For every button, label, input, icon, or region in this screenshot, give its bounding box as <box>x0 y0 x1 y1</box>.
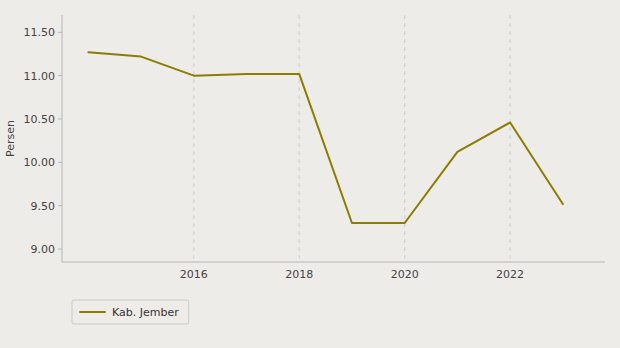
chart-container: 2016 2018 2020 2022 9.00 9.50 10.00 10.50 11.00 1… <box>0 0 620 348</box>
y-tick-label: 11.00 <box>24 70 56 83</box>
legend-label: Kab. Jember <box>112 306 179 319</box>
y-tick-label: 11.50 <box>24 26 56 39</box>
legend-box <box>72 300 189 324</box>
x-grid-line <box>193 15 194 262</box>
x-tick-label: 2016 <box>180 268 208 281</box>
x-tick-label: 2022 <box>496 268 524 281</box>
y-tick-label: 10.50 <box>24 113 56 126</box>
y-tick <box>58 32 62 33</box>
x-grid-line <box>510 15 511 262</box>
x-axis-line <box>62 262 605 263</box>
y-axis-label: Persen <box>4 120 17 157</box>
background <box>0 0 620 348</box>
y-axis: 9.00 9.50 10.00 10.50 11.00 11.50 <box>24 15 63 262</box>
x-tick-label: 2020 <box>391 268 419 281</box>
x-tick-label: 2018 <box>285 268 313 281</box>
chart: 2016 2018 2020 2022 9.00 9.50 10.00 10.50 11.00 1… <box>0 0 620 348</box>
x-axis: 2016 2018 2020 2022 <box>62 15 605 281</box>
y-tick <box>58 75 62 76</box>
y-tick-label: 10.00 <box>24 156 56 169</box>
x-grid-line <box>404 15 405 262</box>
legend: Kab. Jember <box>72 300 189 324</box>
y-tick <box>58 205 62 206</box>
y-tick <box>58 162 62 163</box>
y-tick-label: 9.50 <box>31 200 56 213</box>
x-grid-line <box>299 15 300 262</box>
line <box>88 52 562 223</box>
y-axis-line <box>62 15 63 262</box>
y-tick-label: 9.00 <box>31 243 56 256</box>
plot-area <box>88 52 562 223</box>
y-tick <box>58 119 62 120</box>
y-tick <box>58 249 62 250</box>
legend-swatch <box>80 311 105 313</box>
